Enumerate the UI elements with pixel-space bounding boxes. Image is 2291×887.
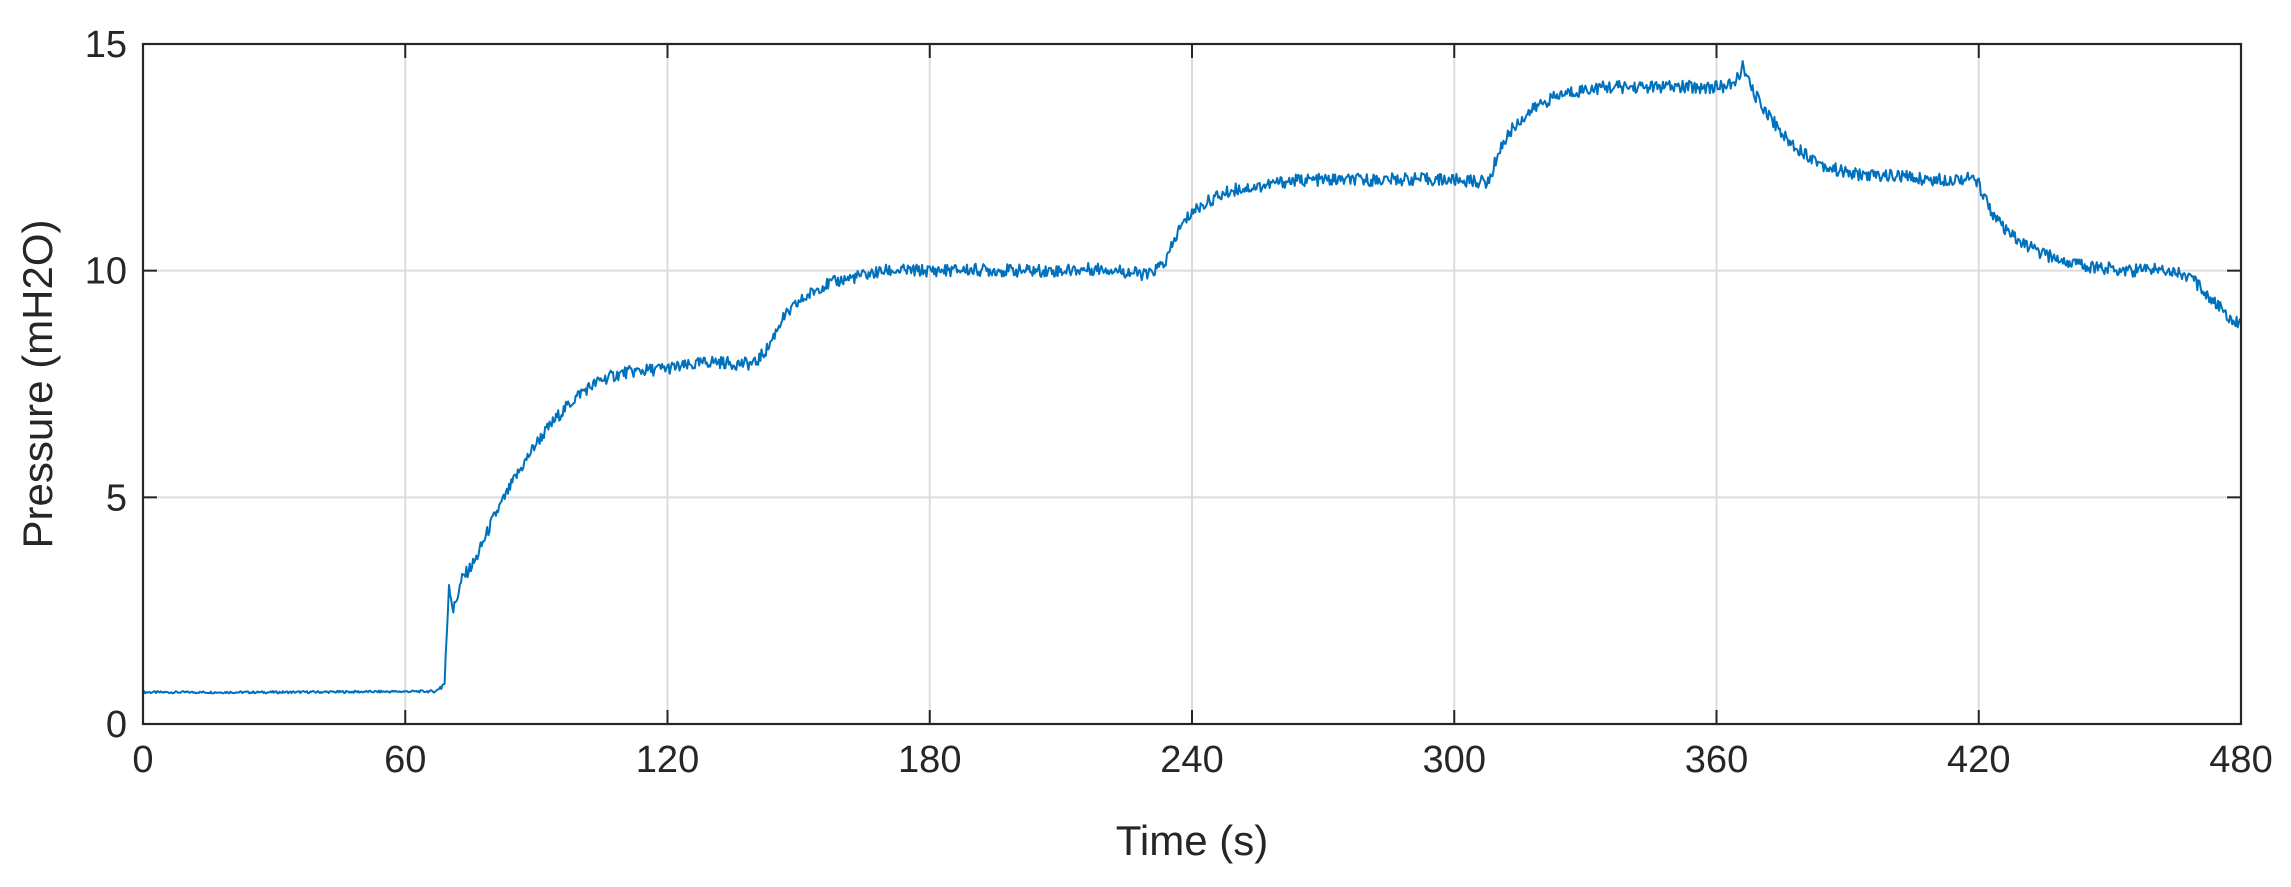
x-tick-label: 180 [898, 739, 961, 781]
y-tick-label: 5 [106, 477, 127, 519]
grid [143, 44, 2241, 724]
x-tick-label: 60 [384, 739, 426, 781]
series-line-pressure [142, 60, 2242, 695]
x-tick-label: 240 [1160, 739, 1223, 781]
x-tick-label: 480 [2209, 739, 2272, 781]
x-tick-label: 0 [132, 739, 153, 781]
y-axis-label: Pressure (mH2O) [14, 219, 61, 548]
x-tick-label: 120 [636, 739, 699, 781]
x-tick-label: 420 [1947, 739, 2010, 781]
axis-ticks: 0 60 120 180 240 300 360 420 480 0 5 10 15 [85, 24, 2273, 781]
x-tick-label: 360 [1685, 739, 1748, 781]
y-tick-label: 10 [85, 251, 127, 293]
y-tick-label: 15 [85, 24, 127, 66]
x-tick-label: 300 [1423, 739, 1486, 781]
x-axis-label: Time (s) [1116, 817, 1268, 864]
y-tick-label: 0 [106, 704, 127, 746]
